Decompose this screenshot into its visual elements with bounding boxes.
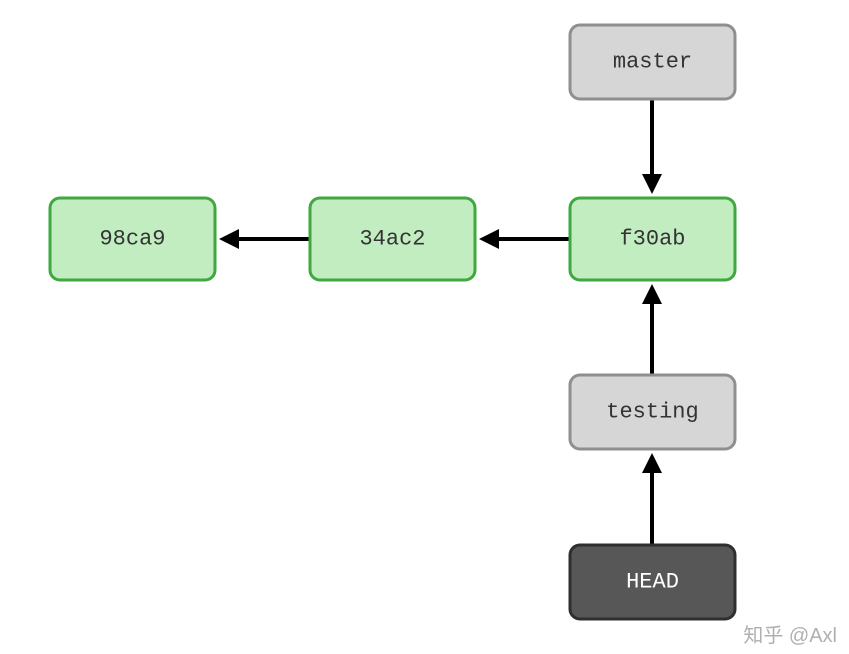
node-commit-f30ab: f30ab [570, 198, 735, 280]
node-ref-head: HEAD [570, 545, 735, 619]
node-label: 34ac2 [359, 227, 425, 252]
node-label: f30ab [619, 227, 685, 252]
node-branch-master: master [570, 25, 735, 99]
edges [223, 99, 652, 545]
node-label: HEAD [626, 570, 679, 595]
node-branch-testing: testing [570, 375, 735, 449]
node-label: master [613, 50, 692, 75]
git-branch-diagram: 98ca9 34ac2 f30ab master testing HEAD 知乎 @Axl [0, 0, 849, 654]
node-commit-34ac2: 34ac2 [310, 198, 475, 280]
node-commit-98ca9: 98ca9 [50, 198, 215, 280]
node-label: testing [606, 400, 698, 425]
nodes: 98ca9 34ac2 f30ab master testing HEAD [50, 25, 735, 619]
watermark-text: 知乎 @Axl [743, 624, 837, 647]
node-label: 98ca9 [99, 227, 165, 252]
